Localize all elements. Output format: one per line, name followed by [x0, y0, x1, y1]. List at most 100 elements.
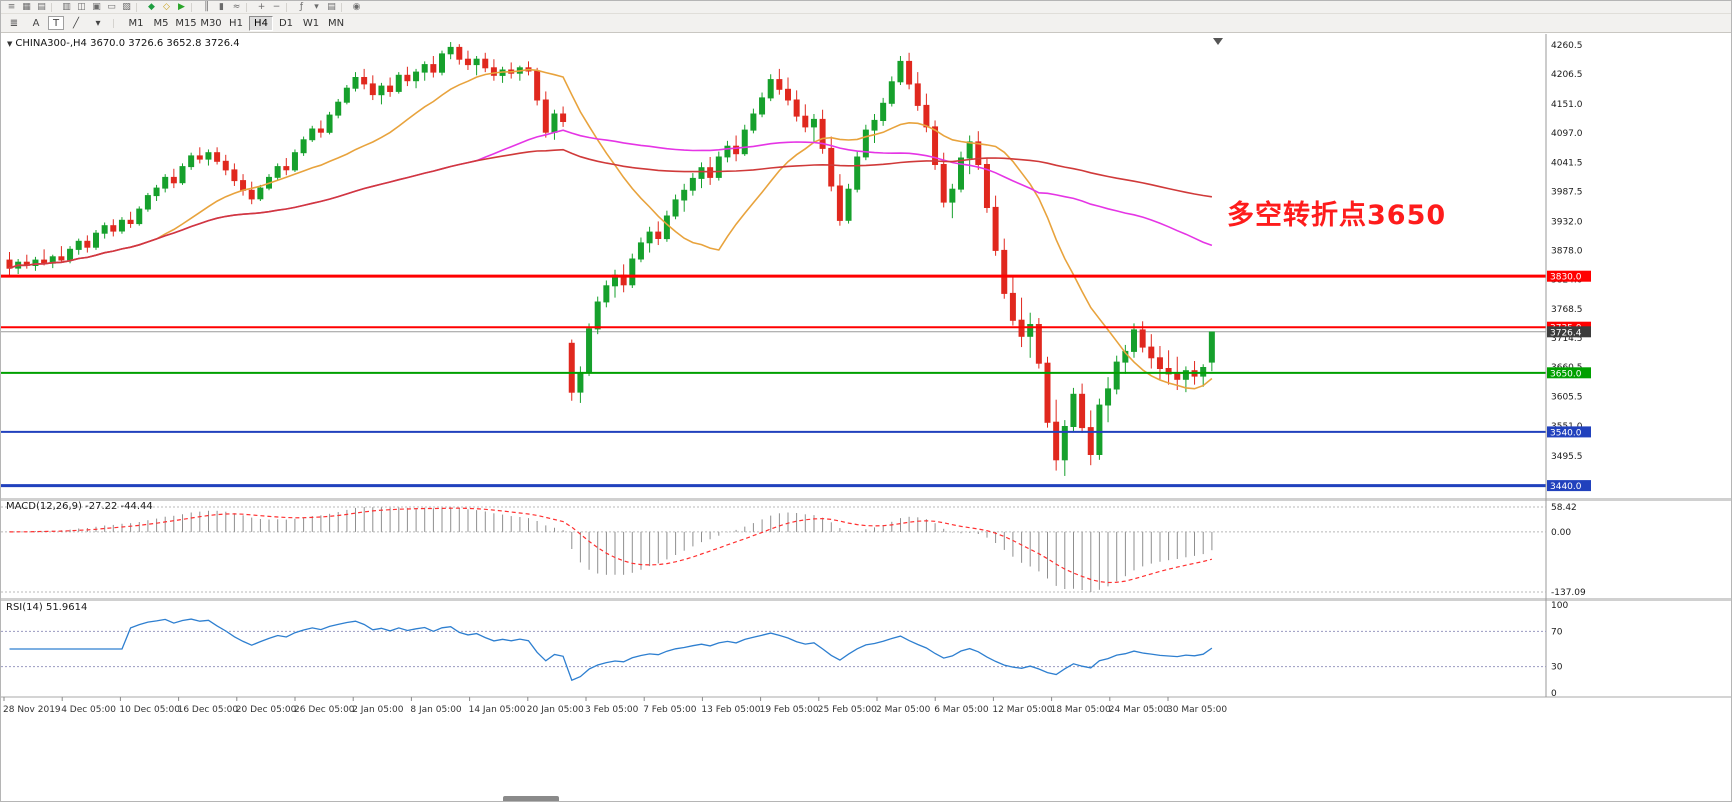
toolbar-separator — [136, 2, 142, 12]
svg-text:3878.0: 3878.0 — [1551, 246, 1583, 256]
timeframe-m1-button[interactable]: M1 — [128, 17, 144, 29]
timeframe-h1-button[interactable]: H1 — [229, 17, 243, 29]
templates-icon[interactable]: ▤ — [327, 1, 336, 12]
annotation-tool-button[interactable]: A — [32, 17, 40, 29]
svg-text:4097.0: 4097.0 — [1551, 129, 1583, 139]
price-level-badge: 3830.0 — [1547, 270, 1591, 283]
market-watch-icon[interactable]: ▥ — [62, 1, 71, 12]
svg-text:20 Dec 05:00: 20 Dec 05:00 — [236, 705, 297, 715]
svg-text:25 Feb 05:00: 25 Feb 05:00 — [818, 705, 877, 715]
svg-text:4206.5: 4206.5 — [1551, 70, 1583, 80]
top-toolbar: ≡ ▦ ▤ ▥ ◫ ▣ ▭ ▧ ◆ ◇ ▶ ║ ▮ ≈ + − ƒ ▾ ▤ ◉ — [1, 1, 1731, 14]
bar-chart-icon[interactable]: ║ — [203, 1, 210, 12]
indicators-icon[interactable]: ƒ — [299, 1, 304, 12]
new-order-icon[interactable]: ◆ — [148, 1, 155, 12]
toolbar-separator — [341, 2, 347, 12]
terminal-icon[interactable]: ▭ — [107, 1, 116, 12]
support-resistance-lines — [1, 274, 1546, 488]
svg-text:3987.5: 3987.5 — [1551, 188, 1583, 198]
svg-text:3932.0: 3932.0 — [1551, 217, 1583, 227]
toolbar-separator — [51, 2, 57, 12]
svg-text:3714.5: 3714.5 — [1551, 334, 1583, 344]
svg-text:20 Jan 05:00: 20 Jan 05:00 — [527, 705, 584, 715]
svg-text:0: 0 — [1551, 689, 1557, 699]
svg-text:-137.09: -137.09 — [1551, 588, 1586, 598]
toolbar-separator — [191, 2, 197, 12]
macd-panel — [1, 506, 1546, 593]
svg-text:28 Nov 2019: 28 Nov 2019 — [3, 705, 61, 715]
svg-text:100: 100 — [1551, 601, 1568, 611]
price-level-badge: 3440.0 — [1547, 480, 1591, 492]
svg-text:12 Mar 05:00: 12 Mar 05:00 — [992, 705, 1052, 715]
current-price-badge: 3726.4 — [1547, 326, 1591, 338]
svg-text:19 Feb 05:00: 19 Feb 05:00 — [760, 705, 819, 715]
timeframe-m5-button[interactable]: M5 — [153, 17, 169, 29]
svg-text:24 Mar 05:00: 24 Mar 05:00 — [1109, 705, 1169, 715]
autotrading-icon[interactable]: ▶ — [178, 1, 185, 12]
timeframe-mn-button[interactable]: MN — [327, 17, 345, 29]
menu-icon[interactable]: ≡ — [7, 1, 16, 12]
data-window-icon[interactable]: ◫ — [77, 1, 86, 12]
candles-layer — [6, 42, 1215, 476]
price-level-badge: 3650.0 — [1547, 367, 1591, 379]
timeframe-w1-button[interactable]: W1 — [302, 17, 320, 29]
profiles-icon[interactable]: ▤ — [37, 1, 46, 12]
candlestick-chart-icon[interactable]: ▮ — [219, 1, 224, 12]
rsi-panel — [1, 618, 1546, 682]
svg-text:58.42: 58.42 — [1551, 503, 1577, 513]
svg-text:30 Mar 05:00: 30 Mar 05:00 — [1167, 705, 1227, 715]
toolbar-separator — [113, 18, 121, 28]
draw-tool-icon[interactable]: ╱ — [72, 17, 80, 29]
toolbar-separator — [286, 2, 292, 12]
svg-text:16 Dec 05:00: 16 Dec 05:00 — [178, 705, 239, 715]
text-tool-button[interactable]: T — [48, 16, 64, 30]
svg-text:3 Feb 05:00: 3 Feb 05:00 — [585, 705, 639, 715]
svg-text:14 Jan 05:00: 14 Jan 05:00 — [469, 705, 526, 715]
svg-text:4151.0: 4151.0 — [1551, 100, 1583, 110]
objects-list-icon[interactable]: ≣ — [9, 17, 19, 29]
svg-text:4041.5: 4041.5 — [1551, 159, 1583, 169]
svg-text:13 Feb 05:00: 13 Feb 05:00 — [701, 705, 760, 715]
svg-text:3495.5: 3495.5 — [1551, 452, 1583, 462]
timeframe-h4-button[interactable]: H4 — [249, 15, 273, 31]
macd-axis: 58.42 0.00 -137.09 — [1551, 503, 1586, 598]
draw-tool-dropdown-icon[interactable]: ▾ — [95, 17, 101, 29]
metaeditor-icon[interactable]: ◇ — [163, 1, 170, 12]
svg-text:3440.0: 3440.0 — [1550, 482, 1582, 492]
toolbar-separator — [246, 2, 252, 12]
svg-text:7 Feb 05:00: 7 Feb 05:00 — [643, 705, 697, 715]
svg-text:3768.5: 3768.5 — [1551, 305, 1583, 315]
chart-shift-marker-icon[interactable] — [1213, 38, 1223, 45]
zoom-out-icon[interactable]: − — [272, 1, 281, 12]
svg-text:3605.5: 3605.5 — [1551, 393, 1583, 403]
svg-text:3726.4: 3726.4 — [1550, 328, 1582, 338]
navigator-icon[interactable]: ▣ — [92, 1, 101, 12]
rsi-axis: 100 70 30 0 — [1551, 601, 1568, 699]
ma-fast-line — [9, 68, 1213, 390]
svg-text:18 Mar 05:00: 18 Mar 05:00 — [1051, 705, 1111, 715]
svg-text:30: 30 — [1551, 663, 1563, 673]
timeframe-d1-button[interactable]: D1 — [278, 17, 294, 29]
svg-text:0.00: 0.00 — [1551, 528, 1571, 538]
timeframe-m15-button[interactable]: M15 — [175, 17, 197, 29]
svg-text:6 Mar 05:00: 6 Mar 05:00 — [934, 705, 989, 715]
svg-text:3650.0: 3650.0 — [1550, 369, 1582, 379]
svg-text:10 Dec 05:00: 10 Dec 05:00 — [119, 705, 180, 715]
svg-text:8 Jan 05:00: 8 Jan 05:00 — [410, 705, 462, 715]
line-chart-icon[interactable]: ≈ — [232, 1, 241, 12]
strategy-tester-icon[interactable]: ▧ — [122, 1, 131, 12]
svg-text:2 Jan 05:00: 2 Jan 05:00 — [352, 705, 404, 715]
ma-slow-line — [9, 148, 1213, 269]
svg-text:3830.0: 3830.0 — [1550, 273, 1582, 283]
taskbar-peek — [503, 796, 559, 801]
second-toolbar: ≣ A T ╱ ▾ M1 M5 M15 M30 H1 H4 D1 W1 MN — [1, 14, 1731, 33]
help-icon[interactable]: ◉ — [352, 1, 361, 12]
timeframe-m30-button[interactable]: M30 — [200, 17, 222, 29]
periods-icon[interactable]: ▾ — [314, 1, 319, 12]
new-chart-icon[interactable]: ▦ — [22, 1, 31, 12]
zoom-in-icon[interactable]: + — [257, 1, 266, 12]
svg-text:2 Mar 05:00: 2 Mar 05:00 — [876, 705, 931, 715]
